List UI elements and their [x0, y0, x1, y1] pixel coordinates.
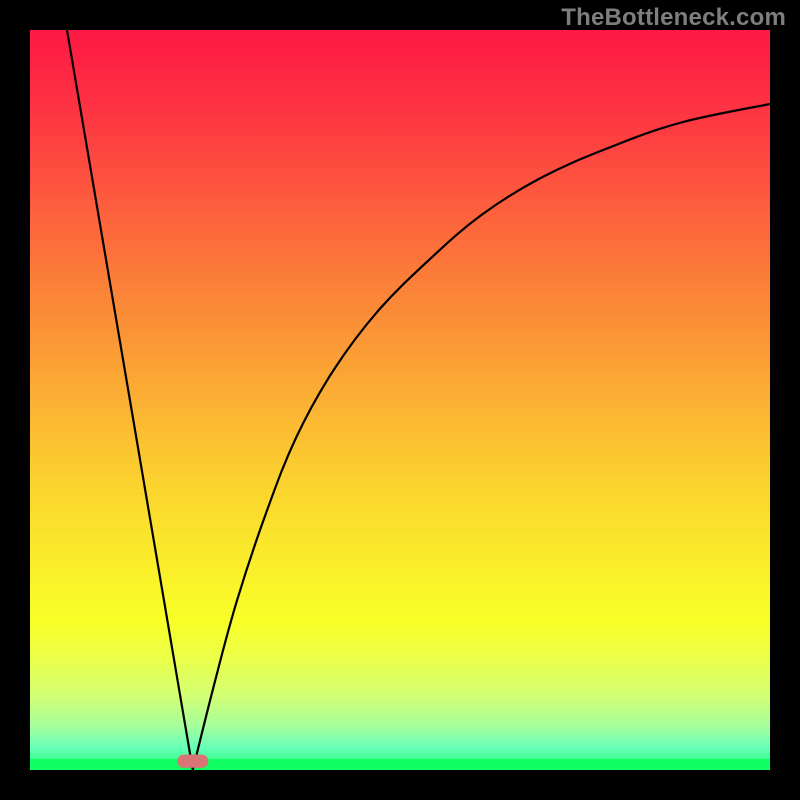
optimal-marker	[177, 754, 208, 767]
bottleneck-chart-svg	[0, 0, 800, 800]
chart-frame: TheBottleneck.com	[0, 0, 800, 800]
watermark-text: TheBottleneck.com	[561, 4, 786, 32]
baseline-strip	[30, 759, 770, 770]
plot-background	[30, 30, 770, 770]
